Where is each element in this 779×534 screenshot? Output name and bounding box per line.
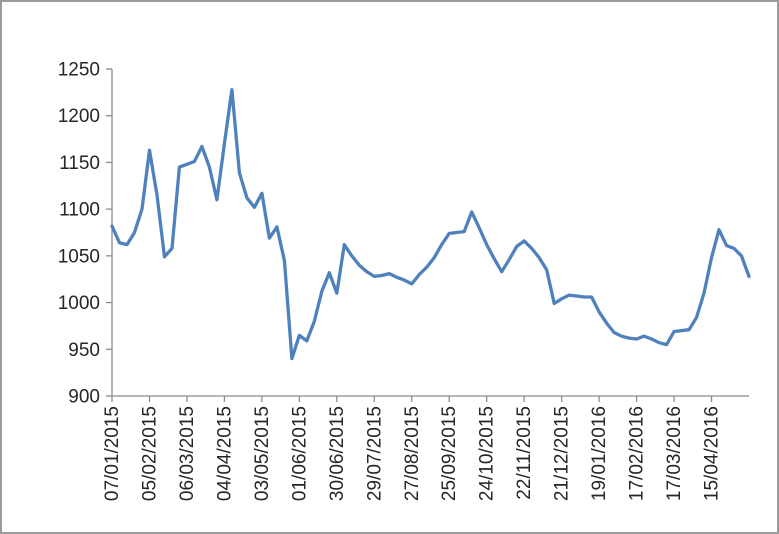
x-tick-label: 01/06/2015 <box>289 406 310 501</box>
x-tick-label: 27/08/2015 <box>402 406 423 501</box>
y-tick-label: 900 <box>68 387 100 408</box>
y-tick-label: 950 <box>68 340 100 361</box>
x-tick-label: 06/03/2015 <box>177 406 198 501</box>
x-tick-label: 19/01/2016 <box>589 406 610 501</box>
y-tick-label: 1250 <box>58 60 100 81</box>
series-line <box>110 87 751 361</box>
x-tick-label: 21/12/2015 <box>552 406 573 501</box>
x-tick-label: 30/06/2015 <box>327 406 348 501</box>
x-tick-label: 04/04/2015 <box>214 406 235 501</box>
x-tick-label: 07/01/2015 <box>102 406 123 501</box>
x-tick-label: 03/05/2015 <box>252 406 273 501</box>
x-tick-label: 25/09/2015 <box>439 406 460 501</box>
y-tick-label: 1050 <box>58 246 100 267</box>
x-tick-label: 22/11/2015 <box>514 406 535 500</box>
x-tick-label: 24/10/2015 <box>477 406 498 501</box>
x-tick-label: 05/02/2015 <box>139 406 160 501</box>
x-tick-label: 15/04/2016 <box>702 406 723 501</box>
y-tick-label: 1000 <box>58 293 100 314</box>
y-tick-label: 1200 <box>58 106 100 127</box>
y-tick-label: 1100 <box>59 200 100 221</box>
x-tick-label: 29/07/2015 <box>364 406 385 501</box>
x-tick-label: 17/02/2016 <box>627 406 648 501</box>
x-tick-label: 17/03/2016 <box>664 406 685 501</box>
y-tick-label: 1150 <box>59 153 100 174</box>
